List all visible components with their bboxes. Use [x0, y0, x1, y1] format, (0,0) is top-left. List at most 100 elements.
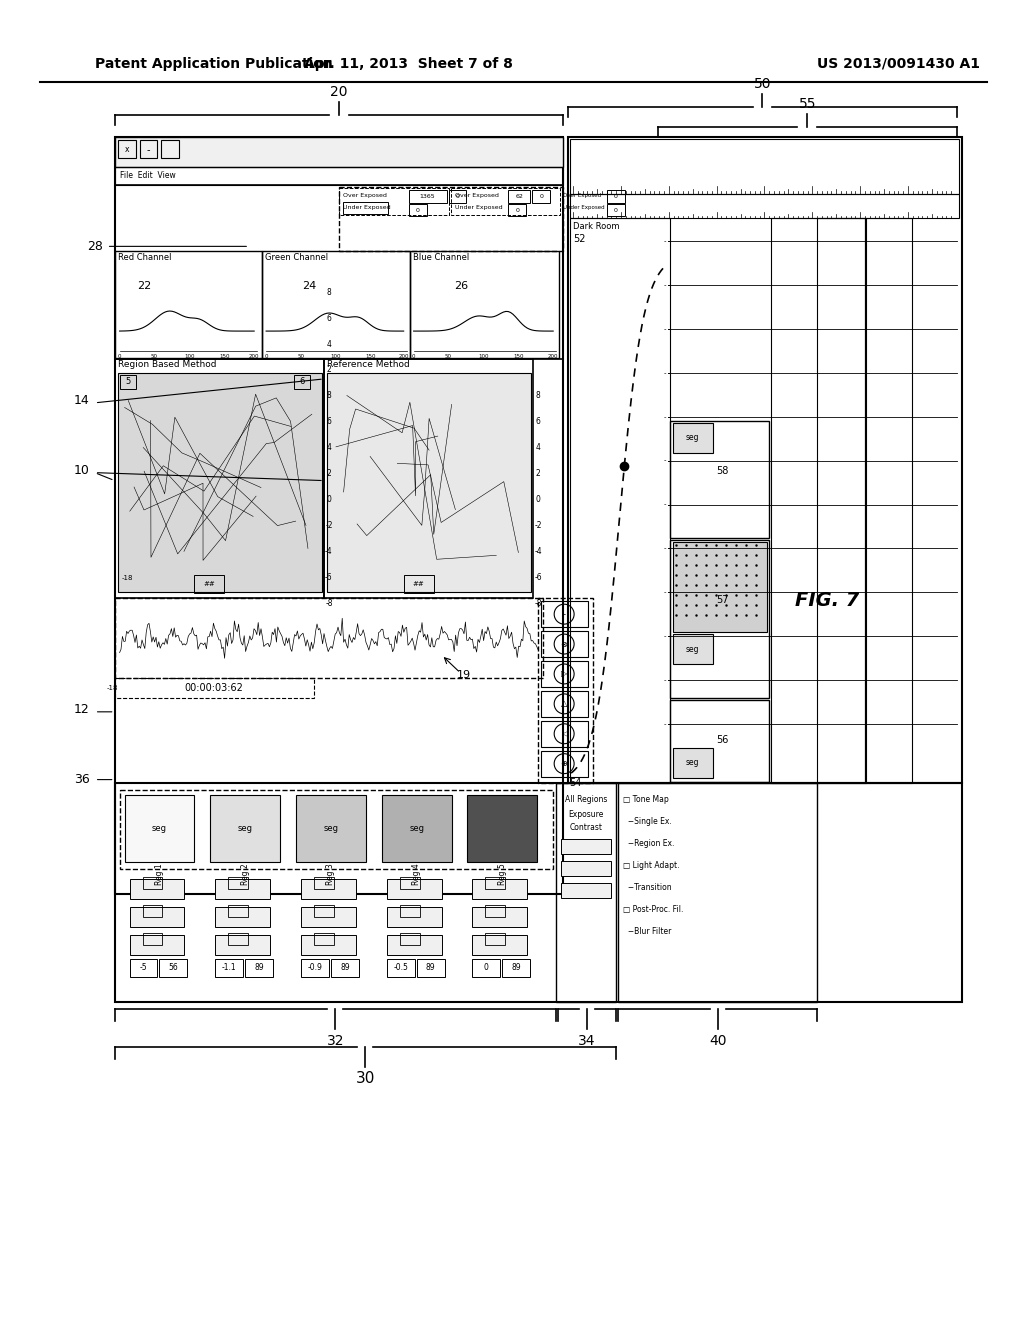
- Bar: [130, 960, 158, 977]
- Bar: [508, 190, 530, 202]
- Text: ◁: ◁: [561, 729, 567, 738]
- Text: FIG. 7: FIG. 7: [795, 590, 859, 610]
- Bar: [215, 960, 243, 977]
- Bar: [142, 878, 163, 890]
- Text: -0.9: -0.9: [307, 964, 323, 973]
- Bar: [130, 907, 184, 927]
- Bar: [673, 543, 767, 632]
- Text: 0: 0: [118, 354, 122, 359]
- Bar: [387, 960, 415, 977]
- Bar: [673, 422, 713, 453]
- Bar: [542, 721, 588, 747]
- Bar: [607, 203, 625, 216]
- Bar: [162, 140, 179, 157]
- Text: 6: 6: [327, 417, 332, 426]
- Text: -: -: [664, 239, 666, 244]
- Text: 5: 5: [125, 378, 130, 387]
- Text: Under Exposed: Under Exposed: [343, 205, 390, 210]
- Text: 40: 40: [709, 1034, 726, 1048]
- Bar: [301, 935, 355, 956]
- Text: 89: 89: [426, 964, 435, 973]
- Text: Blue Channel: Blue Channel: [413, 253, 469, 261]
- Bar: [403, 576, 433, 593]
- Text: -: -: [664, 370, 666, 376]
- Bar: [670, 700, 769, 781]
- Text: -: -: [664, 413, 666, 420]
- Text: -: -: [664, 589, 666, 595]
- Text: Dark Room: Dark Room: [573, 222, 620, 231]
- Text: 55: 55: [799, 96, 816, 111]
- Bar: [314, 878, 334, 890]
- Text: -4: -4: [325, 546, 333, 556]
- Text: 34: 34: [579, 1034, 596, 1048]
- Bar: [331, 960, 358, 977]
- Bar: [508, 203, 526, 216]
- Bar: [314, 933, 334, 945]
- Bar: [542, 631, 588, 657]
- Text: Reg 5: Reg 5: [498, 863, 507, 886]
- Text: -0.5: -0.5: [393, 964, 409, 973]
- Text: 89: 89: [340, 964, 349, 973]
- Text: 0: 0: [416, 209, 420, 213]
- Text: □ Post-Proc. Fil.: □ Post-Proc. Fil.: [623, 904, 683, 913]
- Text: -: -: [664, 677, 666, 682]
- Bar: [115, 185, 563, 359]
- Text: 32: 32: [327, 1034, 344, 1048]
- Bar: [561, 883, 611, 898]
- Text: -18: -18: [122, 576, 133, 581]
- Text: 36: 36: [74, 774, 90, 787]
- Bar: [262, 251, 410, 358]
- Bar: [472, 907, 527, 927]
- Bar: [118, 140, 135, 157]
- Text: 50: 50: [445, 354, 452, 359]
- Bar: [542, 661, 588, 686]
- Bar: [570, 194, 958, 218]
- Bar: [561, 840, 611, 854]
- Text: 100: 100: [184, 354, 195, 359]
- Bar: [115, 783, 962, 1002]
- Text: 19: 19: [457, 671, 471, 680]
- Bar: [817, 218, 865, 783]
- Text: US 2013/0091430 A1: US 2013/0091430 A1: [817, 57, 980, 71]
- Bar: [130, 935, 184, 956]
- Bar: [561, 862, 611, 876]
- Text: 30: 30: [355, 1071, 375, 1086]
- Bar: [228, 933, 248, 945]
- Text: -: -: [664, 326, 666, 333]
- Text: 56: 56: [717, 735, 729, 744]
- Text: -2: -2: [326, 521, 333, 529]
- Bar: [215, 879, 270, 899]
- Text: Reg 3: Reg 3: [327, 863, 336, 886]
- Text: 0: 0: [484, 964, 488, 973]
- Bar: [118, 374, 322, 593]
- Text: 150: 150: [219, 354, 229, 359]
- Text: 89: 89: [254, 964, 264, 973]
- Bar: [485, 933, 505, 945]
- Bar: [387, 935, 441, 956]
- Text: Under Exposed: Under Exposed: [563, 205, 605, 210]
- Bar: [301, 907, 355, 927]
- Bar: [451, 187, 560, 215]
- Bar: [343, 202, 388, 214]
- Bar: [142, 933, 163, 945]
- Bar: [115, 251, 262, 358]
- Bar: [301, 879, 355, 899]
- Bar: [327, 374, 531, 593]
- Text: Apr. 11, 2013  Sheet 7 of 8: Apr. 11, 2013 Sheet 7 of 8: [304, 57, 513, 71]
- Text: 200: 200: [548, 354, 558, 359]
- Bar: [215, 907, 270, 927]
- Text: -: -: [664, 458, 666, 463]
- Text: -4: -4: [535, 546, 542, 556]
- Text: 0: 0: [540, 194, 543, 199]
- Text: Reference Method: Reference Method: [327, 360, 410, 370]
- Bar: [568, 137, 962, 783]
- Text: seg: seg: [152, 824, 167, 833]
- Bar: [410, 251, 559, 358]
- Bar: [339, 186, 563, 251]
- Text: Over Exposed: Over Exposed: [563, 193, 601, 198]
- Bar: [485, 906, 505, 917]
- Text: seg: seg: [686, 758, 699, 767]
- Text: □ Light Adapt.: □ Light Adapt.: [623, 861, 680, 870]
- Text: 50: 50: [151, 354, 158, 359]
- Text: -: -: [146, 145, 151, 154]
